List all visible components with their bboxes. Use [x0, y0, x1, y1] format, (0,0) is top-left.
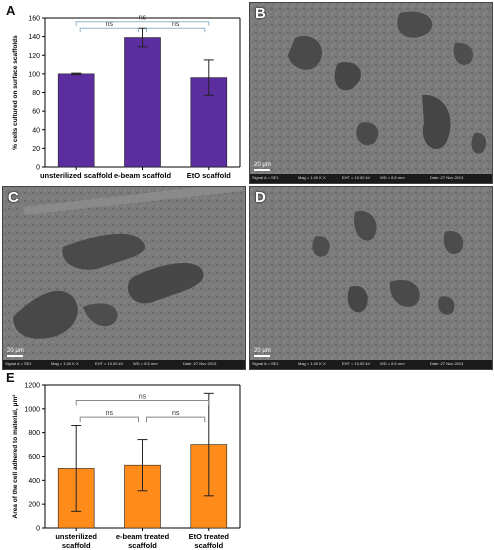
cell-patch — [347, 286, 368, 313]
cell-patch — [389, 279, 420, 307]
x-tick-label: e-beam scaffold — [114, 171, 172, 180]
cell-patch — [62, 233, 145, 270]
significance-label: ns — [172, 21, 180, 28]
significance-label: ns — [139, 15, 147, 22]
significance-label: ns — [106, 410, 114, 417]
sem-date: Date :27 Nov 2013 — [430, 175, 464, 180]
sem-texture-c — [3, 187, 245, 360]
y-axis-label: Area of the cell adhered to material, μm… — [12, 394, 19, 519]
sem-wd: WD = 8.5 mm — [380, 361, 405, 366]
cell-patch — [356, 122, 379, 146]
y-tick-label: 600 — [28, 454, 40, 461]
y-tick-label: 0 — [36, 526, 40, 533]
y-tick-label: 160 — [28, 16, 40, 23]
cell-patch — [83, 303, 118, 327]
y-tick-label: 80 — [32, 90, 40, 97]
significance-bracket — [79, 27, 139, 33]
x-tick-label: EtO scaffold — [187, 171, 232, 180]
significance-bracket — [75, 399, 210, 406]
sem-image-b: B 20 μm Signal A = SE1 Mag = 1.00 K X EH… — [249, 2, 493, 184]
scale-bar-text: 20 μm — [7, 348, 24, 354]
scale-bar-b: 20 μm — [254, 162, 271, 171]
scale-bar-text: 20 μm — [254, 162, 271, 168]
x-tick-label: unsterilized scaffold — [40, 171, 113, 180]
sem-texture-b — [250, 3, 492, 174]
x-tick-label: scaffold — [194, 541, 223, 550]
panel-label-c: C — [8, 189, 19, 206]
scale-bar-c: 20 μm — [7, 348, 24, 357]
significance-label: ns — [172, 410, 180, 417]
scale-bar-d: 20 μm — [254, 348, 271, 357]
sem-footer-c: Signal A = SE1 Mag = 1.00 K X EHT = 10.0… — [3, 360, 245, 369]
sem-image-d: D 20 μm Signal A = SE1 Mag = 1.00 K X EH… — [249, 186, 493, 370]
cell-patch — [354, 211, 377, 241]
sem-eht: EHT = 10.00 kV — [342, 175, 371, 180]
cell-patch — [438, 296, 455, 315]
sem-footer-d: Signal A = SE1 Mag = 1.00 K X EHT = 10.0… — [250, 360, 492, 369]
y-tick-label: 140 — [28, 34, 40, 41]
sem-signal: Signal A = SE1 — [5, 361, 32, 366]
scale-bar-text: 20 μm — [254, 348, 271, 354]
y-tick-label: 40 — [32, 127, 40, 134]
cell-patch — [312, 236, 330, 257]
cell-patch — [334, 62, 361, 91]
cell-patch — [471, 132, 487, 154]
cell-patch — [288, 35, 322, 70]
cell-patch — [443, 231, 464, 255]
sem-mag: Mag = 1.00 K X — [51, 361, 79, 366]
sem-mag: Mag = 1.00 K X — [298, 175, 326, 180]
y-tick-label: 20 — [32, 146, 40, 153]
y-tick-label: 800 — [28, 430, 40, 437]
sem-signal: Signal A = SE1 — [252, 361, 279, 366]
sem-date: Date :27 Nov 2013 — [183, 361, 217, 366]
y-tick-label: 200 — [28, 502, 40, 509]
panel-label-d: D — [255, 189, 266, 206]
x-tick-label: EtO treated — [189, 532, 230, 541]
significance-label: ns — [139, 393, 147, 400]
y-tick-label: 100 — [28, 71, 40, 78]
cell-patch — [397, 11, 433, 38]
y-tick-label: 120 — [28, 53, 40, 60]
sem-signal: Signal A = SE1 — [252, 175, 279, 180]
significance-bracket — [146, 416, 206, 423]
x-tick-label: unsterilized — [55, 532, 97, 541]
x-tick-label: e-beam treated — [116, 532, 170, 541]
sem-eht: EHT = 10.00 kV — [342, 361, 371, 366]
significance-bracket — [146, 27, 206, 33]
panel-label-a: A — [6, 3, 16, 18]
significance-label: ns — [106, 21, 114, 28]
sem-image-c: C 20 μm Signal A = SE1 Mag = 1.00 K X EH… — [2, 186, 246, 370]
sem-eht: EHT = 10.00 kV — [95, 361, 124, 366]
bar — [124, 37, 161, 168]
y-tick-label: 1200 — [24, 383, 40, 390]
cell-patch — [453, 42, 474, 65]
cell-patch — [23, 187, 243, 215]
cell-patch — [13, 290, 78, 339]
significance-bracket — [75, 21, 210, 26]
x-tick-label: scaffold — [128, 541, 157, 550]
sem-texture-d — [250, 187, 492, 360]
sem-date: Date :27 Nov 2013 — [430, 361, 464, 366]
significance-bracket — [79, 416, 139, 423]
sem-mag: Mag = 1.00 K X — [298, 361, 326, 366]
y-axis-label: % cells cultured on surface scaffolds — [12, 35, 19, 150]
y-tick-label: 400 — [28, 478, 40, 485]
sem-wd: WD = 8.5 mm — [380, 175, 405, 180]
x-tick-label: scaffold — [62, 541, 91, 550]
y-tick-label: 60 — [32, 109, 40, 116]
sem-footer-b: Signal A = SE1 Mag = 1.00 K X EHT = 10.0… — [250, 174, 492, 183]
y-tick-label: 0 — [36, 165, 40, 172]
y-tick-label: 1000 — [24, 406, 40, 413]
sem-wd: WD = 8.5 mm — [133, 361, 158, 366]
cell-patch — [127, 262, 204, 304]
panel-label-e: E — [6, 370, 15, 385]
bar — [57, 73, 95, 168]
panel-label-b: B — [255, 5, 266, 22]
cell-patch — [422, 94, 451, 150]
